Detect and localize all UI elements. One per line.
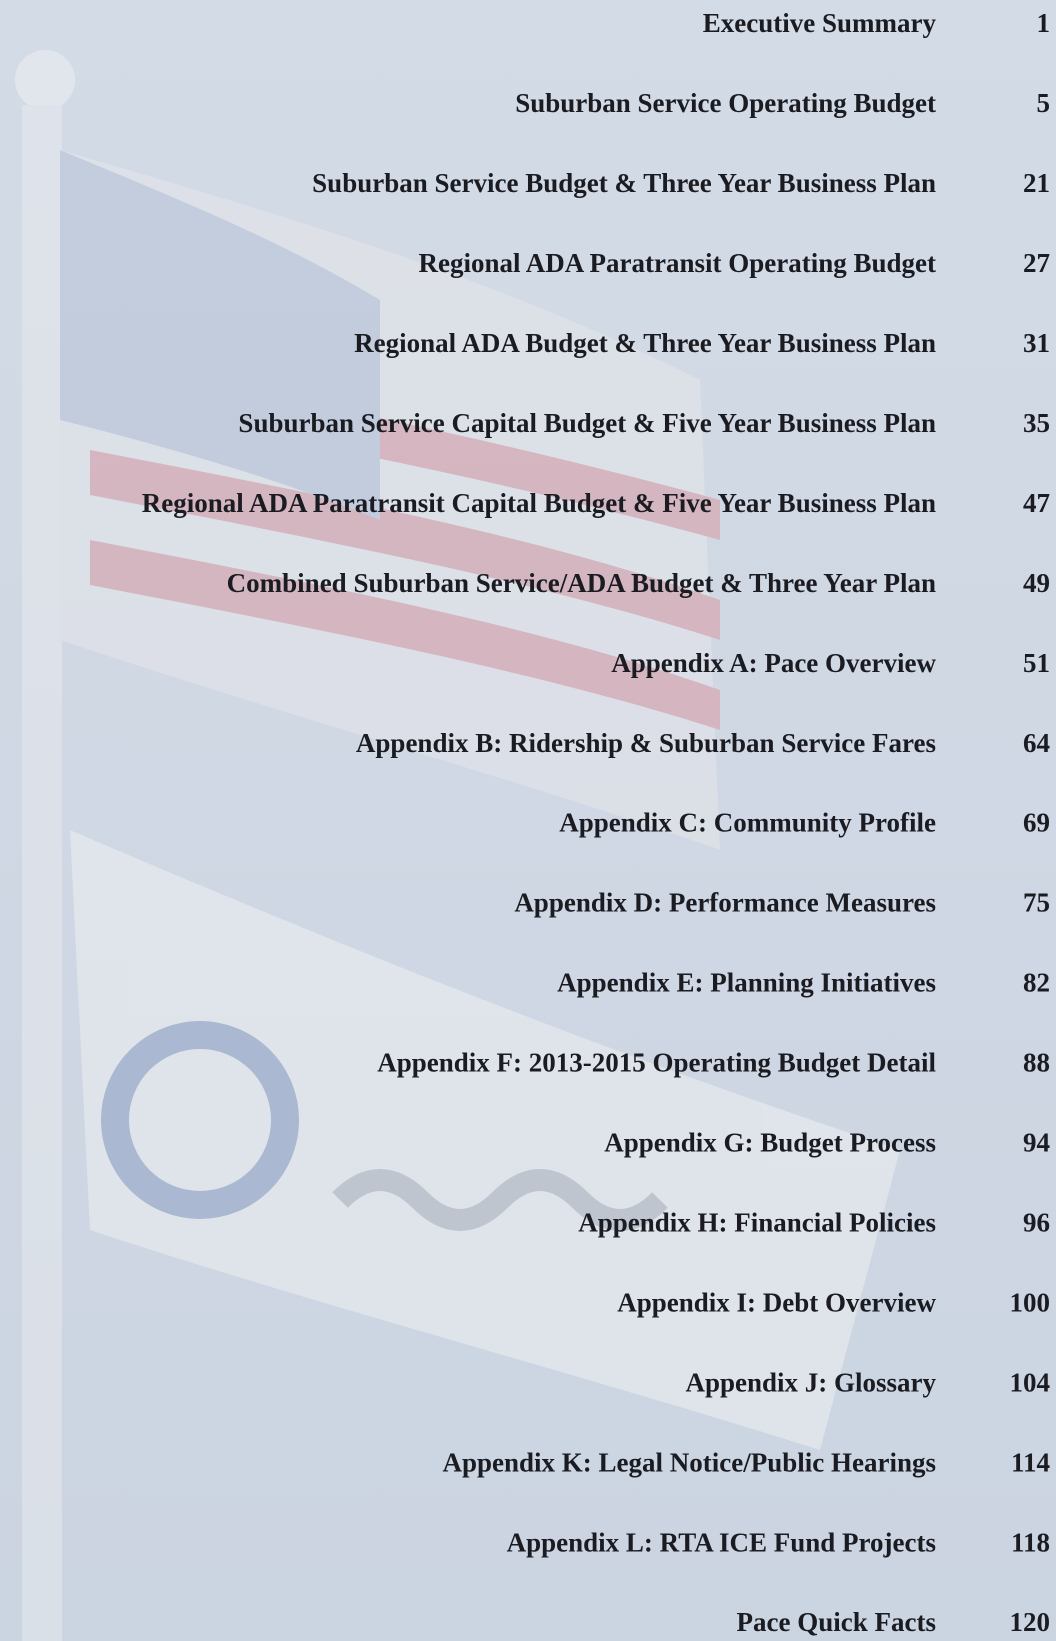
entry-title: Regional ADA Budget & Three Year Busines… — [354, 328, 936, 358]
entry-title: Suburban Service Operating Budget — [515, 88, 936, 118]
entry-page: 114 — [1011, 1447, 1050, 1477]
entry-title: Appendix A: Pace Overview — [611, 648, 936, 678]
toc-list: Executive Summary 1 Suburban Service Opera… — [142, 8, 1050, 1637]
entry-page: 47 — [1023, 488, 1050, 518]
entry-title: Combined Suburban Service/ADA Budget & T… — [227, 568, 936, 598]
entry-page: 35 — [1023, 408, 1050, 438]
entry-title: Suburban Service Capital Budget & Five Y… — [238, 408, 936, 438]
flag-illustration — [15, 50, 900, 1641]
entry-title: Appendix H: Financial Policies — [578, 1207, 936, 1237]
entry-title: Appendix D: Performance Measures — [514, 888, 936, 918]
entry-title: Appendix C: Community Profile — [559, 808, 936, 838]
entry-page: 96 — [1023, 1207, 1050, 1237]
entry-page: 120 — [1010, 1607, 1051, 1637]
entry-title: Suburban Service Budget & Three Year Bus… — [312, 168, 936, 198]
entry-page: 49 — [1023, 568, 1050, 598]
entry-page: 27 — [1023, 248, 1050, 278]
entry-title: Appendix E: Planning Initiatives — [557, 968, 936, 998]
entry-page: 100 — [1010, 1287, 1051, 1317]
entry-page: 69 — [1023, 808, 1050, 838]
entry-page: 88 — [1023, 1048, 1050, 1078]
entry-page: 82 — [1023, 968, 1050, 998]
entry-page: 51 — [1023, 648, 1050, 678]
entry-title: Appendix I: Debt Overview — [617, 1287, 936, 1317]
entry-page: 104 — [1010, 1367, 1051, 1397]
entry-title: Executive Summary — [703, 8, 937, 38]
entry-title: Appendix J: Glossary — [685, 1367, 936, 1397]
entry-title: Appendix B: Ridership & Suburban Service… — [356, 728, 936, 758]
entry-page: 21 — [1023, 168, 1050, 198]
entry-title: Regional ADA Paratransit Capital Budget … — [142, 488, 936, 518]
entry-page: 31 — [1023, 328, 1050, 358]
entry-page: 94 — [1023, 1128, 1050, 1158]
entry-title: Appendix K: Legal Notice/Public Hearings — [442, 1447, 936, 1477]
entry-page: 1 — [1037, 8, 1051, 38]
entry-page: 75 — [1023, 888, 1050, 918]
entry-title: Appendix G: Budget Process — [604, 1128, 936, 1158]
entry-title: Appendix L: RTA ICE Fund Projects — [507, 1527, 936, 1557]
entry-page: 64 — [1023, 728, 1050, 758]
entry-title: Pace Quick Facts — [737, 1607, 936, 1637]
entry-title: Appendix F: 2013-2015 Operating Budget D… — [377, 1048, 936, 1078]
entry-page: 5 — [1037, 88, 1051, 118]
entry-page: 118 — [1011, 1527, 1050, 1557]
entry-title: Regional ADA Paratransit Operating Budge… — [419, 248, 937, 278]
